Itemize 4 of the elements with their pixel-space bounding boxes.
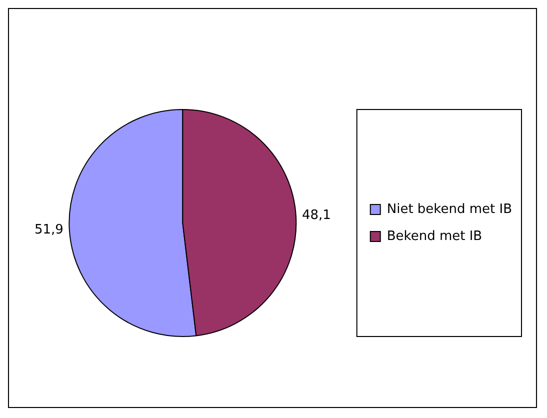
legend-label: Bekend met IB — [386, 228, 482, 244]
data-label: 51,9 — [34, 222, 64, 238]
legend-label: Niet bekend met IB — [386, 202, 512, 217]
data-label: 48,1 — [302, 208, 331, 224]
